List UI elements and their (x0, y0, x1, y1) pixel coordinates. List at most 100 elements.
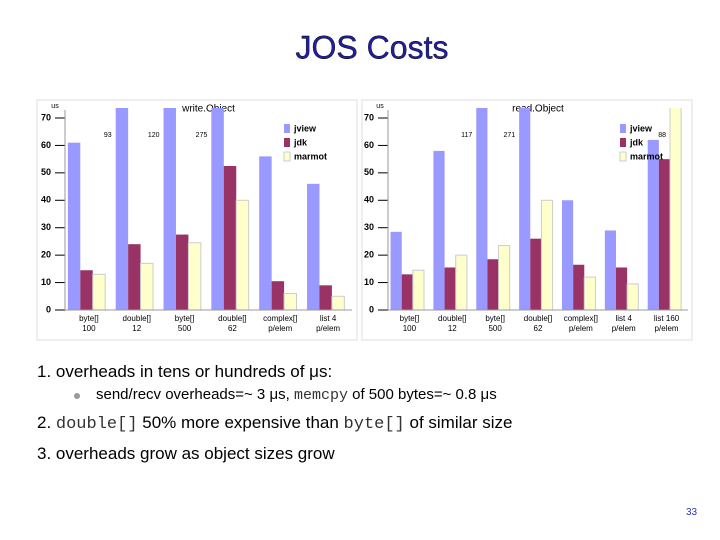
bar (187, 242, 202, 310)
bar (259, 156, 272, 310)
data-label: 117 (461, 132, 472, 139)
code: memcpy (293, 387, 348, 404)
y-axis-label: us (376, 103, 384, 110)
bullet-text: 1. overheads in tens or hundreds of μs: (37, 362, 333, 381)
legend-swatch (284, 138, 290, 147)
bar (540, 199, 554, 310)
y-tick-label: 30 (41, 222, 51, 232)
legend-label: jdk (293, 137, 308, 147)
x-tick-label: complex[] p/elem (263, 314, 298, 333)
data-label: 88 (658, 132, 666, 139)
bars (67, 108, 345, 310)
bar (583, 276, 596, 310)
legend-label: marmot (294, 151, 327, 161)
page-number: 33 (686, 507, 698, 518)
text: of similar size (404, 413, 513, 432)
bar (626, 283, 639, 310)
y-tick-label: 70 (364, 112, 374, 122)
bar (487, 259, 499, 310)
y-tick-label: 60 (41, 140, 51, 150)
data-label: 275 (196, 132, 208, 139)
y-axis-label: us (51, 103, 59, 110)
bar (390, 231, 402, 310)
bar (530, 238, 542, 310)
x-tick-label: double[] 62 (523, 314, 553, 333)
bar (562, 200, 574, 310)
bar (128, 244, 141, 310)
y-tick-label: 30 (364, 222, 374, 232)
data-label: 93 (104, 132, 112, 139)
x-tick-label: byte[] 500 (174, 314, 195, 333)
x-tick-label: double[] 12 (122, 314, 151, 333)
bar (331, 295, 345, 310)
y-tick-label: 0 (46, 304, 51, 314)
bar (498, 245, 511, 310)
bar (115, 108, 129, 310)
legend-swatch (619, 151, 627, 162)
legend-label: jview (629, 123, 653, 133)
bar (658, 159, 670, 310)
y-tick-label: 50 (41, 167, 51, 177)
bar (455, 254, 468, 310)
text: 50% more expensive than (137, 413, 344, 432)
x-tick-label: list 160 p/elem (653, 314, 680, 333)
bar (271, 281, 285, 310)
x-tick-label: byte[] 100 (399, 314, 420, 333)
legend-label: jdk (629, 137, 644, 147)
bar (211, 108, 224, 310)
legend-label: marmot (630, 151, 663, 161)
x-tick-label: byte[] 500 (485, 314, 505, 333)
bar (80, 270, 93, 310)
legend-swatch (620, 138, 626, 147)
bars (390, 108, 682, 310)
bar (175, 234, 189, 310)
bar (307, 183, 320, 310)
bullet: 2. double[] 50% more expensive than byte… (37, 413, 512, 434)
text: 2. (37, 413, 56, 432)
bar (319, 285, 332, 310)
text: send/recv overheads=~ 3 μs, (96, 386, 294, 403)
chart-title: read.Object (512, 104, 564, 115)
chart-title: write.Object (181, 104, 235, 115)
bar (92, 273, 106, 310)
y-tick-label: 0 (369, 304, 374, 314)
bar (223, 166, 237, 310)
y-tick-label: 20 (364, 250, 374, 260)
y-tick-label: 60 (364, 140, 374, 150)
legend-swatch (284, 124, 290, 133)
legend-label: jview (293, 123, 317, 133)
x-tick-label: double[] 62 (218, 314, 247, 333)
code: byte[] (343, 415, 405, 434)
code: double[] (55, 415, 138, 434)
data-label: 271 (503, 132, 515, 139)
bar (616, 267, 628, 310)
bullet: 3. overheads grow as object sizes grow (37, 444, 335, 464)
bar (401, 274, 413, 310)
bar (163, 108, 176, 310)
sub-bullet: send/recv overheads=~ 3 μs, memcpy of 50… (96, 386, 497, 404)
y-tick-label: 50 (364, 167, 374, 177)
bar (140, 262, 154, 310)
data-label: 120 (148, 132, 160, 139)
x-tick-label: byte[] 100 (79, 314, 99, 333)
bar (433, 150, 445, 310)
bar (444, 267, 456, 310)
x-tick-label: list 4 p/elem (611, 314, 636, 333)
bar (647, 139, 659, 310)
x-tick-label: double[] 12 (438, 314, 467, 333)
bar (476, 108, 488, 310)
x-tick-label: complex[] p/elem (563, 314, 598, 333)
bullet-dot (74, 393, 80, 399)
bar (573, 264, 585, 310)
bar (235, 199, 250, 310)
bullet-text: 3. overheads grow as object sizes grow (37, 444, 335, 463)
bar (519, 108, 531, 310)
legend-swatch (283, 151, 291, 162)
y-tick-label: 10 (41, 277, 51, 287)
bullet: 1. overheads in tens or hundreds of μs: (37, 362, 332, 382)
text: of 500 bytes=~ 0.8 μs (347, 386, 497, 403)
bar (669, 108, 682, 310)
bar (412, 269, 425, 310)
